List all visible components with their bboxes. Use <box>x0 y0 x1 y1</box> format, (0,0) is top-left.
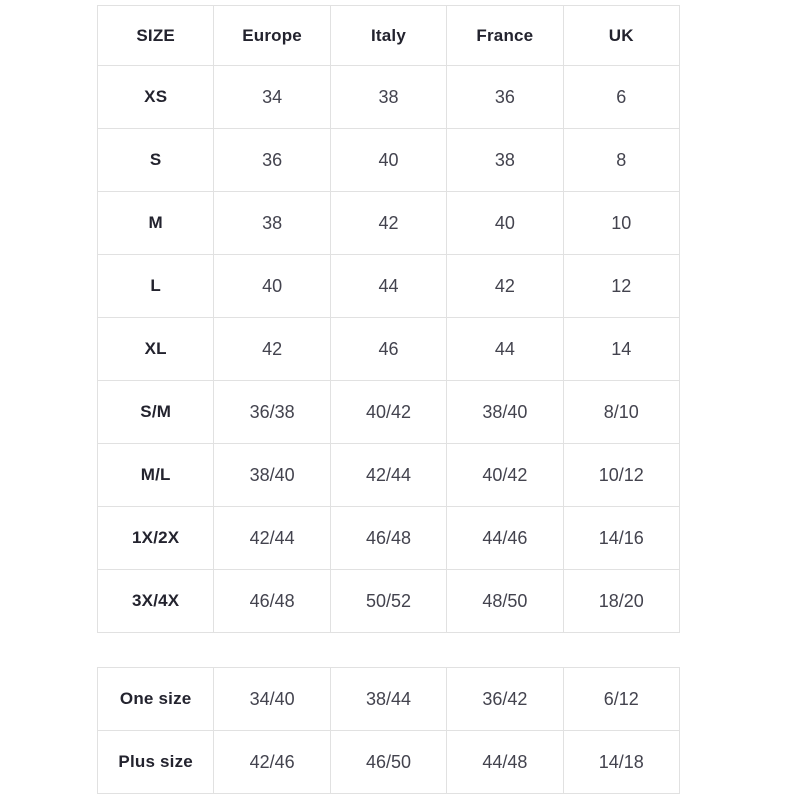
france-value: 36/42 <box>446 667 564 731</box>
table-row-s: S 36 40 38 8 <box>96 128 681 192</box>
col-header-size: SIZE <box>96 5 215 66</box>
table-row-xl: XL 42 46 44 14 <box>96 317 681 381</box>
size-label: Plus size <box>96 730 215 794</box>
size-conversion-table: SIZE Europe Italy France UK XS 34 38 36 … <box>96 5 681 633</box>
uk-value: 6 <box>562 65 681 129</box>
uk-value: 14/18 <box>562 730 681 794</box>
size-conversion-table-header: SIZE Europe Italy France UK <box>96 5 681 66</box>
uk-value: 12 <box>562 254 681 318</box>
europe-value: 34 <box>213 65 331 129</box>
europe-value: 36/38 <box>213 380 331 444</box>
france-value: 44/48 <box>446 730 564 794</box>
europe-value: 36 <box>213 128 331 192</box>
size-label: L <box>96 254 215 318</box>
italy-value: 50/52 <box>329 569 448 633</box>
france-value: 38/40 <box>446 380 564 444</box>
table-row-1x-2x: 1X/2X 42/44 46/48 44/46 14/16 <box>96 506 681 570</box>
europe-value: 38/40 <box>213 443 331 507</box>
france-value: 44/46 <box>446 506 564 570</box>
uk-value: 6/12 <box>562 667 681 731</box>
france-value: 40/42 <box>446 443 564 507</box>
table-row-l: L 40 44 42 12 <box>96 254 681 318</box>
size-label: S <box>96 128 215 192</box>
france-value: 40 <box>446 191 564 255</box>
size-label: M/L <box>96 443 215 507</box>
header-row: SIZE Europe Italy France UK <box>96 5 681 66</box>
europe-value: 42 <box>213 317 331 381</box>
france-value: 48/50 <box>446 569 564 633</box>
table-row-m-l: M/L 38/40 42/44 40/42 10/12 <box>96 443 681 507</box>
italy-value: 46/50 <box>329 730 448 794</box>
italy-value: 46/48 <box>329 506 448 570</box>
europe-value: 40 <box>213 254 331 318</box>
italy-value: 38 <box>329 65 448 129</box>
table-row-s-m: S/M 36/38 40/42 38/40 8/10 <box>96 380 681 444</box>
france-value: 38 <box>446 128 564 192</box>
special-sizes-table: One size 34/40 38/44 36/42 6/12 Plus siz… <box>96 667 681 794</box>
table-row-m: M 38 42 40 10 <box>96 191 681 255</box>
col-header-italy: Italy <box>329 5 448 66</box>
italy-value: 40/42 <box>329 380 448 444</box>
table-row-plus-size: Plus size 42/46 46/50 44/48 14/18 <box>96 730 681 794</box>
col-header-europe: Europe <box>213 5 331 66</box>
france-value: 36 <box>446 65 564 129</box>
uk-value: 10/12 <box>562 443 681 507</box>
uk-value: 18/20 <box>562 569 681 633</box>
uk-value: 8 <box>562 128 681 192</box>
table-row-3x-4x: 3X/4X 46/48 50/52 48/50 18/20 <box>96 569 681 633</box>
size-label: One size <box>96 667 215 731</box>
size-label: XS <box>96 65 215 129</box>
uk-value: 14 <box>562 317 681 381</box>
europe-value: 38 <box>213 191 331 255</box>
italy-value: 38/44 <box>329 667 448 731</box>
col-header-france: France <box>446 5 564 66</box>
col-header-uk: UK <box>562 5 681 66</box>
table-row-one-size: One size 34/40 38/44 36/42 6/12 <box>96 667 681 731</box>
europe-value: 34/40 <box>213 667 331 731</box>
uk-value: 10 <box>562 191 681 255</box>
france-value: 42 <box>446 254 564 318</box>
size-label: 3X/4X <box>96 569 215 633</box>
size-label: M <box>96 191 215 255</box>
italy-value: 42 <box>329 191 448 255</box>
uk-value: 8/10 <box>562 380 681 444</box>
uk-value: 14/16 <box>562 506 681 570</box>
size-label: S/M <box>96 380 215 444</box>
italy-value: 44 <box>329 254 448 318</box>
table-row-xs: XS 34 38 36 6 <box>96 65 681 129</box>
europe-value: 42/44 <box>213 506 331 570</box>
italy-value: 42/44 <box>329 443 448 507</box>
size-label: 1X/2X <box>96 506 215 570</box>
europe-value: 46/48 <box>213 569 331 633</box>
size-label: XL <box>96 317 215 381</box>
italy-value: 46 <box>329 317 448 381</box>
france-value: 44 <box>446 317 564 381</box>
europe-value: 42/46 <box>213 730 331 794</box>
italy-value: 40 <box>329 128 448 192</box>
